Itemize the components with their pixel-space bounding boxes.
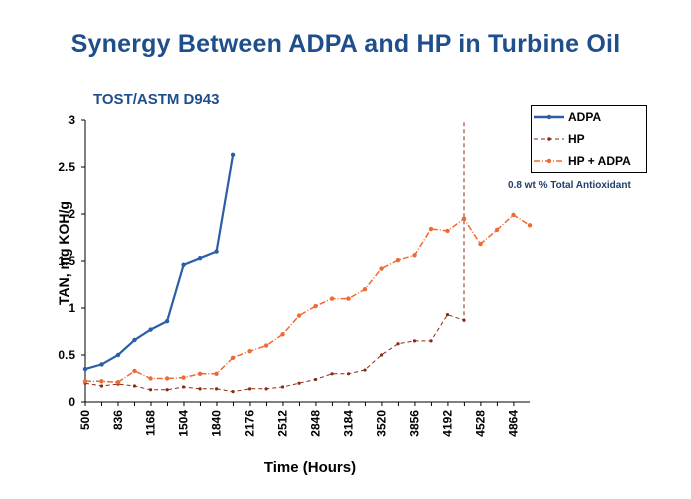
data-point-adpa	[230, 152, 236, 157]
x-tick-label: 2176	[243, 410, 257, 437]
data-point-hp-adpa	[115, 380, 121, 385]
data-point-hp-adpa	[428, 226, 434, 232]
data-point-hp-adpa	[280, 332, 285, 337]
data-point-hp	[445, 312, 450, 317]
x-tick-label: 4528	[474, 410, 488, 437]
data-point-adpa	[132, 337, 137, 343]
x-tick-label: 4864	[507, 410, 521, 437]
y-tick-label: 0	[68, 395, 75, 409]
data-point-adpa	[148, 327, 153, 332]
data-point-hp	[396, 342, 400, 346]
data-point-hp	[330, 372, 334, 376]
data-point-hp-adpa	[494, 227, 500, 233]
data-point-hp-adpa	[461, 216, 467, 221]
data-point-hp	[313, 377, 318, 382]
data-point-hp-adpa	[214, 371, 219, 376]
legend-swatch-hp-adpa	[534, 158, 564, 164]
data-point-hp	[181, 385, 186, 389]
data-point-hp	[198, 387, 202, 391]
data-point-hp	[379, 353, 384, 357]
data-point-adpa	[214, 249, 219, 254]
data-point-hp-adpa	[313, 303, 318, 309]
legend-item-hp: HP	[532, 130, 585, 148]
legend-label-hp-adpa: HP + ADPA	[568, 154, 631, 168]
data-point-hp-adpa	[346, 296, 351, 301]
legend-item-hp-adpa: HP + ADPA	[532, 152, 631, 170]
series-line-hp	[84, 120, 465, 393]
data-point-hp-adpa	[296, 313, 302, 318]
data-point-hp	[99, 384, 104, 388]
data-point-adpa	[115, 352, 121, 358]
y-tick-label: 0.5	[58, 348, 75, 362]
data-point-hp	[165, 388, 169, 392]
data-point-hp	[363, 368, 367, 372]
data-point-hp-adpa	[478, 241, 483, 247]
data-point-hp-adpa	[395, 257, 401, 263]
data-point-hp	[297, 381, 301, 385]
data-point-adpa	[181, 262, 186, 267]
series-line-adpa	[84, 154, 235, 371]
data-point-hp-adpa	[527, 223, 533, 228]
antioxidant-annotation: 0.8 wt % Total Antioxidant	[508, 180, 631, 191]
data-point-hp-adpa	[511, 212, 516, 218]
legend-swatch-hp	[534, 137, 564, 141]
series-line-hp-adpa	[85, 213, 531, 384]
data-point-adpa	[197, 255, 203, 261]
x-axis-label: Time (Hours)	[263, 459, 357, 476]
data-point-adpa	[82, 366, 88, 372]
data-point-hp-adpa	[329, 296, 335, 301]
data-point-hp	[247, 387, 252, 391]
data-point-hp-adpa	[148, 376, 153, 381]
x-tick-label: 1840	[210, 410, 224, 437]
data-point-hp	[214, 387, 219, 391]
data-point-hp-adpa	[263, 343, 269, 348]
y-tick-label: 2.5	[58, 160, 75, 174]
data-point-hp	[231, 390, 235, 394]
y-tick-label: 3	[68, 113, 75, 127]
y-tick-label: 2	[68, 207, 75, 221]
data-point-hp-adpa	[197, 371, 203, 376]
data-point-hp-adpa	[247, 349, 252, 354]
x-tick-label: 2512	[276, 410, 290, 437]
x-tick-label: 4192	[441, 410, 455, 437]
y-tick-label: 1.5	[58, 254, 75, 268]
data-point-hp	[280, 385, 285, 389]
data-point-adpa	[99, 362, 104, 367]
chart-title: Synergy Between ADPA and HP in Turbine O…	[70, 30, 621, 58]
legend-swatch-adpa	[534, 114, 564, 120]
data-point-hp-adpa	[99, 379, 104, 384]
data-point-hp-adpa	[164, 376, 170, 381]
data-point-adpa	[164, 318, 170, 324]
y-tick-label: 1	[68, 301, 75, 315]
x-tick-label: 2848	[309, 410, 323, 437]
x-tick-label: 1168	[144, 410, 158, 436]
chart-legend: ADPA HP HP + ADPA	[531, 105, 647, 173]
data-point-hp-adpa	[230, 355, 236, 361]
data-point-hp-adpa	[82, 379, 88, 384]
data-point-hp-adpa	[445, 228, 450, 234]
data-point-hp-adpa	[362, 287, 368, 292]
data-point-hp	[412, 339, 417, 343]
data-point-hp	[148, 388, 153, 392]
x-tick-label: 1504	[177, 410, 191, 437]
data-point-hp	[132, 384, 137, 388]
x-tick-label: 3520	[375, 410, 389, 437]
data-point-hp-adpa	[412, 253, 417, 258]
x-tick-label: 500	[78, 410, 92, 430]
data-point-hp-adpa	[181, 375, 186, 380]
data-point-hp-adpa	[379, 266, 384, 271]
x-tick-label: 836	[111, 410, 125, 430]
data-point-hp	[264, 387, 268, 391]
legend-item-adpa: ADPA	[532, 108, 601, 126]
data-point-hp-adpa	[132, 368, 137, 374]
data-point-hp	[346, 372, 351, 376]
x-tick-label: 3184	[342, 410, 356, 437]
data-point-hp	[462, 318, 466, 322]
legend-label-adpa: ADPA	[568, 110, 602, 124]
chart-subtitle: TOST/ASTM D943	[93, 91, 220, 108]
data-point-hp	[429, 339, 433, 343]
x-tick-label: 3856	[408, 410, 422, 437]
legend-label-hp: HP	[568, 132, 585, 146]
